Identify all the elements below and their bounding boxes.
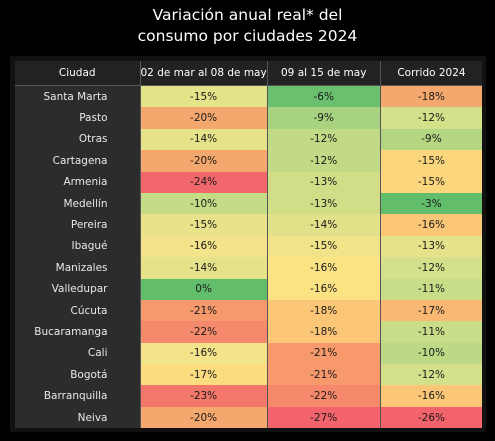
value-cell: -14% bbox=[139, 128, 268, 151]
column-header-city: Ciudad bbox=[15, 61, 140, 86]
table-row: Cúcuta -21% -18% -17% bbox=[15, 299, 483, 322]
value-cell: -16% bbox=[266, 257, 381, 279]
city-cell: Medellín bbox=[15, 192, 140, 215]
chart-title-line-1: Variación anual real* del bbox=[152, 6, 343, 24]
table-row: Barranquilla -23% -22% -16% bbox=[15, 385, 483, 407]
column-header-period-2: 09 al 15 de may bbox=[266, 61, 381, 86]
table-row: Armenia -24% -13% -15% bbox=[15, 171, 483, 193]
value-cell: -23% bbox=[139, 385, 268, 407]
value-cell: -20% bbox=[139, 150, 268, 172]
city-cell: Ibagué bbox=[15, 235, 140, 258]
value-cell: -12% bbox=[266, 150, 381, 172]
column-header-ytd: Corrido 2024 bbox=[379, 61, 483, 86]
table-row: Neiva -20% -27% -26% bbox=[15, 406, 483, 429]
value-cell: -13% bbox=[266, 192, 381, 215]
value-cell: -12% bbox=[379, 107, 483, 129]
value-cell: -27% bbox=[266, 406, 381, 429]
city-cell: Cúcuta bbox=[15, 299, 140, 322]
table-row: Santa Marta -15% -6% -18% bbox=[15, 85, 483, 108]
table-row: Pereira -15% -14% -16% bbox=[15, 214, 483, 236]
chart-title-line-2: consumo por ciudades 2024 bbox=[137, 27, 358, 45]
value-cell: -16% bbox=[379, 214, 483, 236]
table-row: Medellín -10% -13% -3% bbox=[15, 192, 483, 215]
value-cell: -21% bbox=[266, 364, 381, 386]
value-cell: -22% bbox=[266, 385, 381, 407]
city-cell: Bogotá bbox=[15, 364, 140, 386]
city-cell: Santa Marta bbox=[15, 85, 140, 108]
value-cell: -24% bbox=[139, 171, 268, 193]
value-cell: -15% bbox=[266, 235, 381, 258]
value-cell: -17% bbox=[139, 364, 268, 386]
city-cell: Neiva bbox=[15, 406, 140, 429]
value-cell: -16% bbox=[379, 385, 483, 407]
value-cell: -21% bbox=[266, 342, 381, 365]
value-cell: -20% bbox=[139, 406, 268, 429]
chart-title: Variación anual real* del consumo por ci… bbox=[0, 5, 495, 47]
table-row: Otras -14% -12% -9% bbox=[15, 128, 483, 151]
value-cell: -18% bbox=[379, 85, 483, 108]
city-cell: Cartagena bbox=[15, 150, 140, 172]
value-cell: -11% bbox=[379, 321, 483, 343]
table-row: Pasto -20% -9% -12% bbox=[15, 107, 483, 129]
value-cell: -15% bbox=[379, 171, 483, 193]
city-cell: Pasto bbox=[15, 107, 140, 129]
value-cell: -10% bbox=[379, 342, 483, 365]
city-cell: Cali bbox=[15, 342, 140, 365]
table-row: Cali -16% -21% -10% bbox=[15, 342, 483, 365]
city-cell: Valledupar bbox=[15, 278, 140, 300]
column-header-period-1: 02 de mar al 08 de may bbox=[139, 61, 268, 86]
value-cell: -17% bbox=[379, 299, 483, 322]
value-cell: -3% bbox=[379, 192, 483, 215]
table-row: Valledupar 0% -16% -11% bbox=[15, 278, 483, 300]
data-table: Ciudad 02 de mar al 08 de may 09 al 15 d… bbox=[15, 61, 483, 429]
value-cell: -20% bbox=[139, 107, 268, 129]
value-cell: 0% bbox=[139, 278, 268, 300]
city-cell: Barranquilla bbox=[15, 385, 140, 407]
value-cell: -11% bbox=[379, 278, 483, 300]
value-cell: -9% bbox=[266, 107, 381, 129]
value-cell: -22% bbox=[139, 321, 268, 343]
value-cell: -14% bbox=[266, 214, 381, 236]
value-cell: -13% bbox=[266, 171, 381, 193]
value-cell: -21% bbox=[139, 299, 268, 322]
value-cell: -10% bbox=[139, 192, 268, 215]
table-row: Cartagena -20% -12% -15% bbox=[15, 150, 483, 172]
table-row: Bogotá -17% -21% -12% bbox=[15, 364, 483, 386]
value-cell: -12% bbox=[266, 128, 381, 151]
value-cell: -6% bbox=[266, 85, 381, 108]
value-cell: -16% bbox=[266, 278, 381, 300]
table-row: Manizales -14% -16% -12% bbox=[15, 257, 483, 279]
value-cell: -15% bbox=[139, 214, 268, 236]
city-cell: Pereira bbox=[15, 214, 140, 236]
value-cell: -26% bbox=[379, 406, 483, 429]
table-row: Bucaramanga -22% -18% -11% bbox=[15, 321, 483, 343]
value-cell: -18% bbox=[266, 299, 381, 322]
value-cell: -18% bbox=[266, 321, 381, 343]
value-cell: -13% bbox=[379, 235, 483, 258]
city-cell: Otras bbox=[15, 128, 140, 151]
table-header-row: Ciudad 02 de mar al 08 de may 09 al 15 d… bbox=[15, 61, 483, 86]
value-cell: -16% bbox=[139, 235, 268, 258]
table-body: Santa Marta -15% -6% -18% Pasto -20% -9% -12% Ot… bbox=[15, 85, 483, 429]
value-cell: -12% bbox=[379, 364, 483, 386]
city-cell: Bucaramanga bbox=[15, 321, 140, 343]
value-cell: -14% bbox=[139, 257, 268, 279]
value-cell: -15% bbox=[139, 85, 268, 108]
value-cell: -9% bbox=[379, 128, 483, 151]
value-cell: -12% bbox=[379, 257, 483, 279]
value-cell: -15% bbox=[379, 150, 483, 172]
value-cell: -16% bbox=[139, 342, 268, 365]
table-row: Ibagué -16% -15% -13% bbox=[15, 235, 483, 258]
city-cell: Armenia bbox=[15, 171, 140, 193]
city-cell: Manizales bbox=[15, 257, 140, 279]
